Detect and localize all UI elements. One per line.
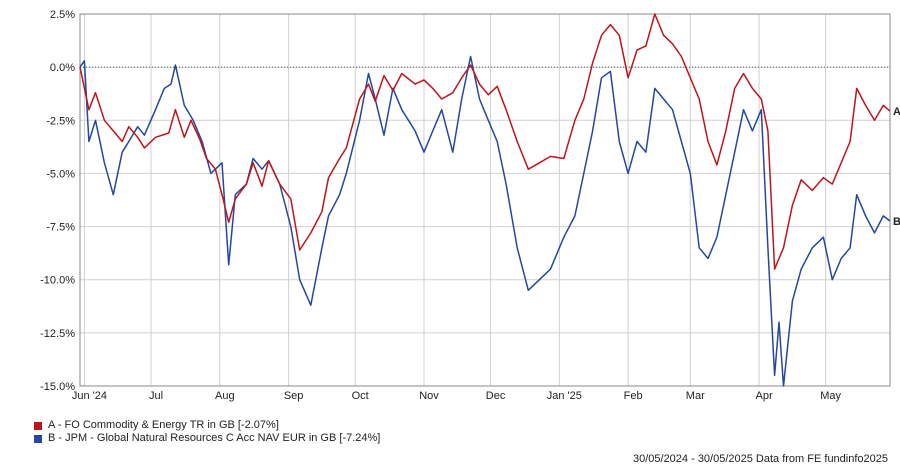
x-tick-label: Dec (486, 390, 506, 402)
series-end-label-a: A (893, 106, 900, 118)
x-tick-label: Mar (686, 390, 705, 402)
series-end-label-b: B (893, 216, 900, 228)
y-tick-label: 0.0% (50, 62, 75, 74)
series-line-b (79, 55, 891, 387)
gridlines (80, 13, 890, 387)
x-tick-label: Aug (215, 390, 235, 402)
y-tick-label: -7.5% (46, 222, 75, 234)
plot-area-border (79, 13, 891, 387)
x-tick-label: Apr (756, 390, 773, 402)
date-range-source-note: 30/05/2024 - 30/05/2025 Data from FE fun… (632, 453, 888, 465)
x-tick-label: Nov (419, 390, 439, 402)
legend-item-b[interactable]: B - JPM - Global Natural Resources C Acc… (34, 432, 380, 445)
y-tick-label: -12.5% (40, 328, 75, 340)
x-tick-label: Sep (284, 390, 304, 402)
x-axis-ticks: Jun '24 Jul Aug Sep Oct Nov Dec Jan '25 Feb Mar Ap… (72, 390, 842, 402)
y-tick-label: -5.0% (46, 168, 75, 180)
legend: A - FO Commodity & Energy TR in GB [-2.0… (34, 419, 380, 445)
y-axis-ticks: 2.5% 0.0% -2.5% -5.0% -7.5% -10.0% -12.5% -15.0… (40, 9, 75, 393)
series-line-a (79, 13, 891, 270)
x-tick-label: Jul (149, 390, 163, 402)
legend-label-a: A - FO Commodity & Energy TR in GB [-2.0… (48, 419, 279, 431)
legend-swatch-a (34, 421, 42, 430)
series-lines (79, 13, 891, 387)
legend-swatch-b (34, 434, 42, 443)
y-tick-label: -2.5% (46, 115, 75, 127)
x-tick-label: May (820, 390, 841, 402)
legend-item-a[interactable]: A - FO Commodity & Energy TR in GB [-2.0… (34, 419, 380, 432)
series-end-labels: BA (893, 106, 900, 228)
y-tick-label: -10.0% (40, 275, 75, 287)
x-tick-label: Jan '25 (547, 390, 582, 402)
y-tick-label: -15.0% (40, 381, 75, 393)
x-tick-label: Oct (352, 390, 369, 402)
legend-label-b: B - JPM - Global Natural Resources C Acc… (48, 432, 381, 444)
x-tick-label: Feb (624, 390, 643, 402)
y-tick-label: 2.5% (50, 9, 75, 21)
x-tick-label: Jun '24 (72, 390, 107, 402)
